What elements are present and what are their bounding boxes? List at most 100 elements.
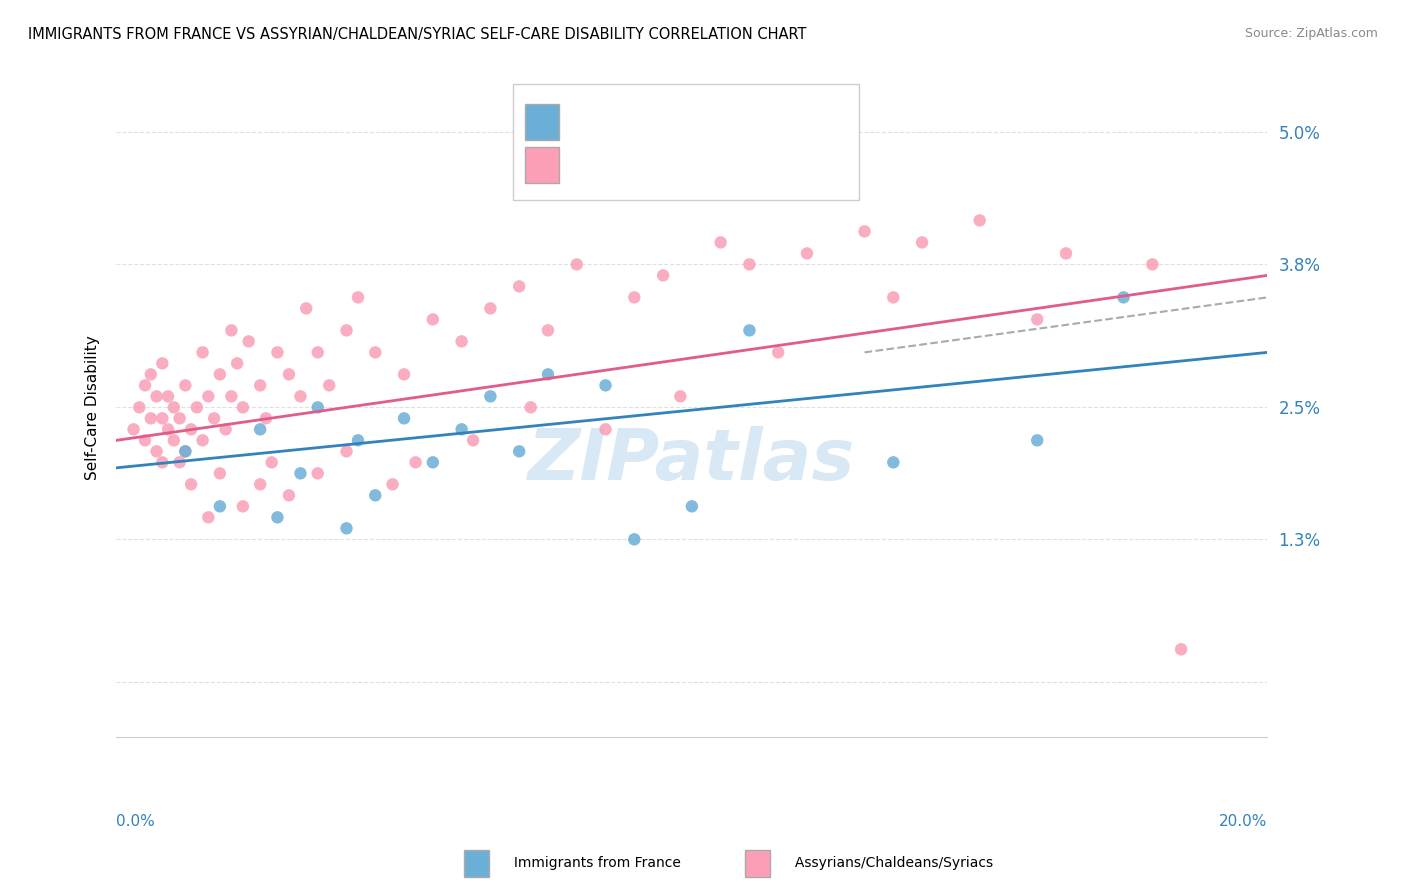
Point [652, 268, 675, 283]
Text: Immigrants from France: Immigrants from France [492, 855, 681, 870]
Point [669, 389, 692, 403]
Point [623, 290, 645, 304]
Point [969, 213, 991, 227]
Point [381, 477, 404, 491]
Point [364, 488, 387, 502]
Point [139, 368, 162, 382]
Point [174, 444, 197, 458]
Point [145, 389, 167, 403]
Point [422, 312, 444, 326]
Point [254, 411, 277, 425]
Point [157, 422, 180, 436]
Point [157, 389, 180, 403]
Point [335, 323, 357, 337]
Point [180, 422, 202, 436]
Point [169, 455, 191, 469]
Point [508, 444, 530, 458]
Point [232, 401, 254, 415]
FancyBboxPatch shape [524, 146, 560, 183]
FancyBboxPatch shape [513, 84, 859, 200]
Point [174, 444, 197, 458]
Point [537, 323, 560, 337]
Point [238, 334, 260, 349]
Point [519, 401, 541, 415]
Point [1026, 312, 1049, 326]
Point [214, 422, 236, 436]
Text: R = 0.269    N = 22: R = 0.269 N = 22 [568, 112, 738, 129]
Point [335, 521, 357, 535]
Point [249, 477, 271, 491]
Text: ZIPatlas: ZIPatlas [529, 425, 856, 495]
FancyBboxPatch shape [745, 850, 770, 877]
Point [766, 345, 789, 359]
Point [180, 477, 202, 491]
Point [1142, 257, 1164, 271]
Point [174, 378, 197, 392]
Point [565, 257, 588, 271]
Point [738, 323, 761, 337]
Point [335, 444, 357, 458]
Point [260, 455, 283, 469]
Point [422, 455, 444, 469]
FancyBboxPatch shape [524, 103, 560, 140]
Point [278, 488, 301, 502]
Point [347, 290, 370, 304]
Point [163, 401, 186, 415]
FancyBboxPatch shape [464, 850, 489, 877]
Point [150, 455, 173, 469]
Point [197, 389, 219, 403]
Point [202, 411, 225, 425]
Point [392, 411, 415, 425]
Point [249, 378, 271, 392]
Point [249, 422, 271, 436]
Point [221, 389, 243, 403]
Point [191, 434, 214, 448]
Text: 20.0%: 20.0% [1219, 814, 1267, 830]
Point [463, 434, 485, 448]
Point [882, 455, 904, 469]
Point [307, 467, 329, 481]
Point [307, 401, 329, 415]
Point [911, 235, 934, 250]
Point [266, 510, 288, 524]
Point [191, 345, 214, 359]
Point [1054, 246, 1077, 260]
Point [134, 434, 156, 448]
Text: Source: ZipAtlas.com: Source: ZipAtlas.com [1244, 27, 1378, 40]
Point [537, 368, 560, 382]
Point [208, 368, 231, 382]
Point [853, 224, 876, 238]
Point [150, 411, 173, 425]
Point [681, 500, 703, 514]
Point [595, 422, 617, 436]
Point [208, 500, 231, 514]
Point [122, 422, 145, 436]
Point [479, 389, 502, 403]
Point [595, 378, 617, 392]
Point [186, 401, 208, 415]
Point [307, 345, 329, 359]
Point [266, 345, 288, 359]
Point [623, 533, 645, 547]
Point [364, 345, 387, 359]
Point [392, 368, 415, 382]
Text: R = 0.275    N = 79: R = 0.275 N = 79 [568, 154, 738, 172]
Text: 0.0%: 0.0% [117, 814, 155, 830]
Point [139, 411, 162, 425]
Text: Assyrians/Chaldeans/Syriacs: Assyrians/Chaldeans/Syriacs [773, 855, 994, 870]
Point [1112, 290, 1135, 304]
Point [208, 467, 231, 481]
Point [295, 301, 318, 316]
Point [347, 434, 370, 448]
Point [1026, 434, 1049, 448]
Point [450, 334, 472, 349]
Point [450, 422, 472, 436]
Point [318, 378, 340, 392]
Point [508, 279, 530, 293]
Point [150, 356, 173, 370]
Point [128, 401, 150, 415]
Point [290, 389, 312, 403]
Point [232, 500, 254, 514]
Point [882, 290, 904, 304]
Point [134, 378, 156, 392]
